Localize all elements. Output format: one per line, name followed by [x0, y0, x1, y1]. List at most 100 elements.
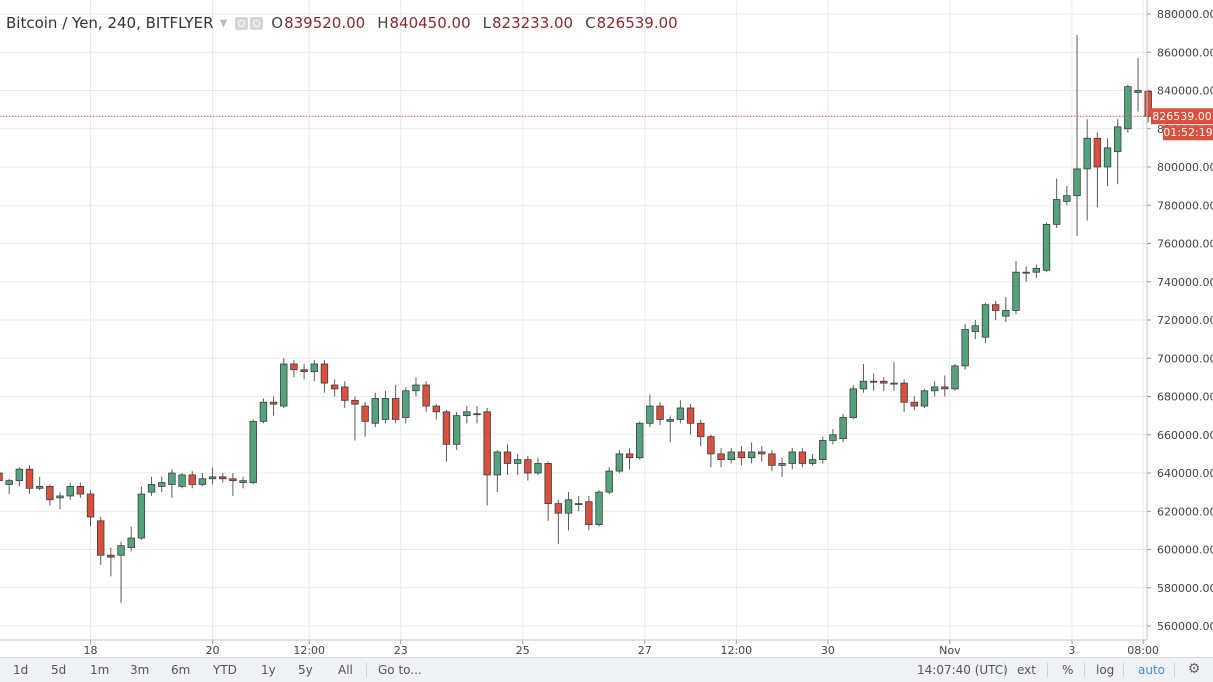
- candle[interactable]: [483, 407, 491, 506]
- candle[interactable]: [1063, 186, 1071, 206]
- candle[interactable]: [86, 490, 95, 527]
- candle[interactable]: [158, 476, 166, 493]
- candle[interactable]: [574, 495, 583, 512]
- candle[interactable]: [219, 473, 227, 483]
- candle[interactable]: [951, 363, 959, 391]
- candle[interactable]: [758, 446, 766, 462]
- candle[interactable]: [900, 379, 908, 412]
- candle[interactable]: [605, 467, 613, 495]
- candle[interactable]: [188, 471, 196, 489]
- candle[interactable]: [676, 400, 685, 424]
- candle[interactable]: [56, 492, 64, 510]
- candle[interactable]: [280, 358, 288, 408]
- ext-toggle[interactable]: ext: [1017, 663, 1036, 677]
- candle[interactable]: [1032, 264, 1041, 278]
- candle[interactable]: [747, 442, 756, 464]
- candle[interactable]: [137, 486, 146, 540]
- candle[interactable]: [819, 436, 827, 464]
- candle[interactable]: [463, 406, 471, 424]
- candle[interactable]: [1022, 266, 1030, 282]
- candle[interactable]: [544, 461, 552, 521]
- candle[interactable]: [737, 446, 746, 466]
- candle[interactable]: [107, 547, 115, 577]
- candle[interactable]: [920, 388, 929, 408]
- candle[interactable]: [768, 450, 776, 472]
- candle[interactable]: [290, 360, 298, 378]
- candle[interactable]: [666, 415, 674, 443]
- candle[interactable]: [930, 381, 939, 397]
- symbol-title[interactable]: Bitcoin / Yen, 240, BITFLYER: [6, 14, 214, 32]
- candle[interactable]: [412, 377, 420, 397]
- candle[interactable]: [849, 385, 857, 420]
- clock-readout[interactable]: 14:07:40 (UTC): [917, 663, 1008, 677]
- candle[interactable]: [198, 473, 207, 487]
- candle[interactable]: [991, 300, 1000, 320]
- candle[interactable]: [442, 409, 451, 462]
- candle[interactable]: [524, 455, 532, 481]
- candle[interactable]: [788, 448, 796, 470]
- percent-toggle[interactable]: %: [1062, 663, 1074, 677]
- range-1m[interactable]: 1m: [90, 663, 110, 677]
- candle[interactable]: [402, 386, 410, 424]
- candle[interactable]: [1114, 119, 1122, 185]
- candle[interactable]: [808, 453, 817, 466]
- candle[interactable]: [341, 381, 349, 408]
- candle[interactable]: [0, 469, 3, 486]
- candle[interactable]: [585, 495, 593, 531]
- range-6m[interactable]: 6m: [171, 663, 191, 677]
- candle[interactable]: [269, 396, 278, 416]
- candle[interactable]: [941, 375, 949, 397]
- candle[interactable]: [727, 448, 735, 464]
- candle[interactable]: [615, 450, 624, 473]
- candle[interactable]: [839, 413, 847, 443]
- range-ytd[interactable]: YTD: [213, 663, 237, 677]
- candle[interactable]: [1012, 260, 1020, 315]
- candle[interactable]: [1052, 178, 1061, 229]
- range-all[interactable]: All: [338, 663, 353, 677]
- candle[interactable]: [422, 381, 430, 412]
- candle[interactable]: [1042, 222, 1051, 273]
- candle[interactable]: [46, 484, 54, 506]
- candle[interactable]: [686, 404, 695, 435]
- candle[interactable]: [1144, 89, 1152, 123]
- candle[interactable]: [1002, 297, 1010, 322]
- candle[interactable]: [829, 429, 837, 445]
- candle[interactable]: [595, 490, 603, 527]
- candle[interactable]: [330, 379, 339, 397]
- range-1y[interactable]: 1y: [261, 663, 276, 677]
- candle[interactable]: [371, 392, 379, 428]
- candle[interactable]: [76, 482, 85, 498]
- gear-icon[interactable]: ⚙: [1187, 661, 1201, 677]
- candle[interactable]: [564, 492, 573, 531]
- candle[interactable]: [513, 453, 522, 475]
- candle[interactable]: [1103, 138, 1112, 187]
- candle[interactable]: [554, 499, 563, 544]
- candle[interactable]: [859, 363, 868, 393]
- candle[interactable]: [391, 385, 400, 424]
- candle[interactable]: [890, 362, 898, 391]
- candle[interactable]: [717, 448, 725, 468]
- candle[interactable]: [697, 419, 705, 447]
- candle[interactable]: [229, 473, 237, 496]
- candle[interactable]: [97, 516, 105, 565]
- log-toggle[interactable]: log: [1096, 663, 1115, 677]
- candle[interactable]: [351, 396, 359, 441]
- candle[interactable]: [981, 302, 990, 343]
- range-1d[interactable]: 1d: [13, 663, 29, 677]
- candle[interactable]: [625, 448, 634, 470]
- candle[interactable]: [259, 398, 268, 424]
- settings-icon[interactable]: [250, 16, 264, 30]
- candle[interactable]: [646, 394, 654, 428]
- candle[interactable]: [249, 419, 257, 485]
- range-5y[interactable]: 5y: [298, 663, 313, 677]
- candle[interactable]: [636, 421, 644, 460]
- candle[interactable]: [15, 467, 24, 487]
- candle[interactable]: [208, 467, 217, 485]
- candle[interactable]: [880, 377, 888, 391]
- candle[interactable]: [1073, 35, 1081, 236]
- candle[interactable]: [1083, 119, 1091, 221]
- candle[interactable]: [1093, 132, 1102, 208]
- candle[interactable]: [1124, 84, 1132, 133]
- candle[interactable]: [168, 469, 176, 498]
- candle[interactable]: [320, 360, 329, 393]
